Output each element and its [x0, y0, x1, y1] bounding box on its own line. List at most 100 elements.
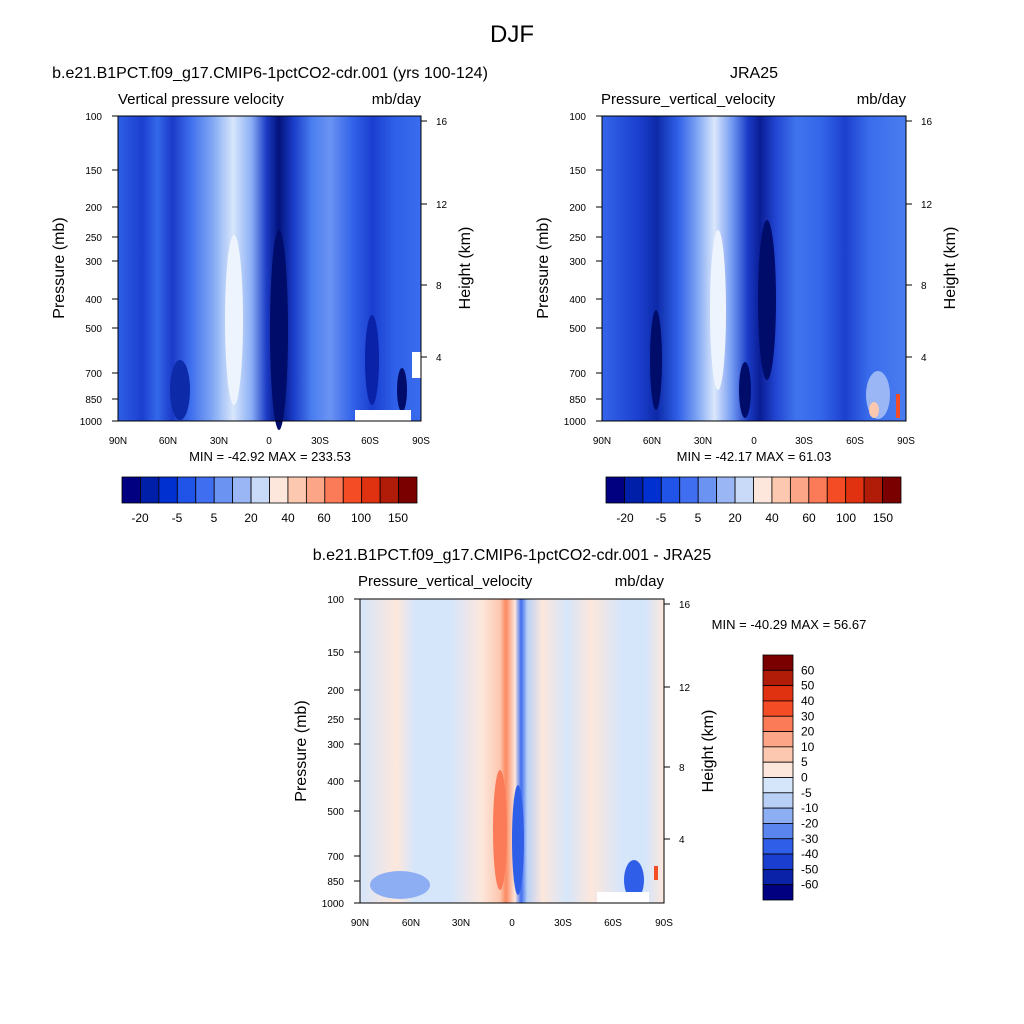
y-tick-label: 300 — [569, 257, 586, 268]
y-tick-label: 100 — [569, 112, 586, 123]
min-max-stats: MIN = -42.92 MAX = 233.53 — [189, 449, 351, 464]
colorbar-swatch — [734, 476, 754, 504]
contour-core-subsidence — [710, 230, 726, 390]
y-axis-left: 100 150 200 250 300 400 500 700 850 1000 — [322, 595, 360, 910]
colorbar-swatch — [269, 476, 289, 504]
colorbar-swatch — [762, 838, 794, 855]
colorbar-label: 5 — [211, 511, 218, 525]
y-tick-marks — [112, 115, 118, 422]
y-tick-label: 200 — [327, 686, 344, 697]
colorbar-label: -5 — [656, 511, 667, 525]
y-tick-label: 850 — [569, 395, 586, 406]
height-tick-label: 16 — [921, 117, 933, 128]
panel-jra25: JRA25 Pressure_vertical_velocity mb/day … — [535, 65, 959, 525]
colorbar-swatch — [605, 476, 625, 504]
height-tick-label: 12 — [679, 683, 691, 694]
y-axis-right-title: Height (km) — [942, 227, 959, 310]
x-tick-label: 90N — [109, 436, 127, 447]
x-tick-label: 30S — [554, 918, 572, 929]
height-tick-label: 4 — [679, 835, 685, 846]
y-axis-left: 100 150 200 250 300 400 500 700 850 1000 — [80, 112, 118, 428]
height-tick-label: 16 — [436, 117, 448, 128]
y-tick-label: 150 — [569, 166, 586, 177]
colorbar-swatch — [305, 476, 326, 504]
contour-core-subsidence — [225, 235, 243, 405]
y-axis-right: 16 12 8 4 — [906, 117, 933, 364]
colorbar-swatch — [342, 476, 363, 504]
plot-area — [601, 115, 907, 422]
colorbar-label: 20 — [801, 725, 815, 739]
colorbar-label: -20 — [801, 816, 819, 830]
colorbar-label: 20 — [244, 511, 258, 525]
x-axis: 90N 60N 30N 0 30S 60S 90S — [109, 436, 430, 447]
colorbar-swatch — [642, 476, 662, 504]
missing-data — [355, 410, 411, 421]
height-tick-marks — [421, 120, 427, 358]
colorbar-swatch — [398, 476, 418, 504]
x-tick-label: 30N — [694, 436, 712, 447]
y-tick-label: 250 — [327, 715, 344, 726]
x-tick-label: 60S — [604, 918, 622, 929]
colorbar-swatch — [762, 777, 794, 794]
colorbar-swatch — [140, 476, 160, 504]
y-tick-label: 150 — [85, 166, 102, 177]
y-tick-label: 400 — [85, 295, 102, 306]
plot-area — [117, 115, 422, 430]
colorbar-swatch — [324, 476, 344, 504]
y-axis-title: Pressure (mb) — [51, 217, 68, 318]
x-tick-label: 0 — [266, 436, 272, 447]
colorbar-swatch — [121, 476, 141, 504]
colorbar-swatch — [762, 669, 794, 687]
colorbar-label: 100 — [351, 511, 371, 525]
contour-positive-spot — [654, 866, 658, 880]
panel-title: b.e21.B1PCT.f09_g17.CMIP6-1pctCO2-cdr.00… — [52, 65, 488, 82]
contour-negative-blob — [624, 860, 644, 900]
height-tick-label: 8 — [436, 281, 442, 292]
colorbar-swatch — [379, 476, 399, 504]
height-tick-label: 4 — [436, 353, 442, 364]
units-label: mb/day — [857, 91, 907, 108]
y-axis-right-title: Height (km) — [457, 227, 474, 310]
colorbar-label: -5 — [172, 511, 183, 525]
y-tick-label: 200 — [569, 203, 586, 214]
colorbar-swatch — [697, 476, 718, 504]
contour-core-upward — [758, 220, 776, 380]
x-tick-label: 60S — [846, 436, 864, 447]
colorbar-label: -10 — [801, 801, 819, 815]
panel-title: JRA25 — [730, 65, 778, 82]
colorbar-swatch — [762, 884, 794, 901]
variable-label: Pressure_vertical_velocity — [601, 91, 776, 108]
colorbar-labels: -20 -5 5 20 40 60 100 150 — [131, 511, 408, 525]
y-axis-right-title: Height (km) — [700, 710, 717, 793]
y-tick-label: 400 — [569, 295, 586, 306]
y-tick-label: 850 — [327, 877, 344, 888]
y-tick-label: 700 — [327, 852, 344, 863]
y-tick-label: 100 — [85, 112, 102, 123]
colorbar-swatch — [762, 654, 794, 671]
colorbar-swatch — [624, 476, 644, 504]
colorbar-label: 30 — [801, 709, 815, 723]
y-tick-label: 1000 — [80, 417, 103, 428]
contour-field — [360, 599, 664, 903]
height-tick-label: 12 — [921, 200, 933, 211]
colorbar-swatch — [679, 476, 699, 504]
x-tick-label: 60N — [159, 436, 177, 447]
height-tick-label: 16 — [679, 600, 691, 611]
units-label: mb/day — [372, 91, 422, 108]
colorbar-swatch — [771, 476, 791, 504]
colorbar-label: -30 — [801, 832, 819, 846]
colorbar — [121, 476, 418, 504]
height-tick-marks — [664, 603, 670, 840]
plot-area — [359, 598, 665, 904]
x-tick-label: 90S — [412, 436, 430, 447]
colorbar-swatch — [826, 476, 847, 504]
y-tick-label: 1000 — [564, 417, 587, 428]
colorbar-swatch — [158, 476, 178, 504]
y-tick-label: 500 — [569, 324, 586, 335]
colorbar-swatch — [845, 476, 865, 504]
colorbar-label: 150 — [873, 511, 893, 525]
y-tick-label: 500 — [327, 807, 344, 818]
page-title: DJF — [490, 21, 534, 48]
